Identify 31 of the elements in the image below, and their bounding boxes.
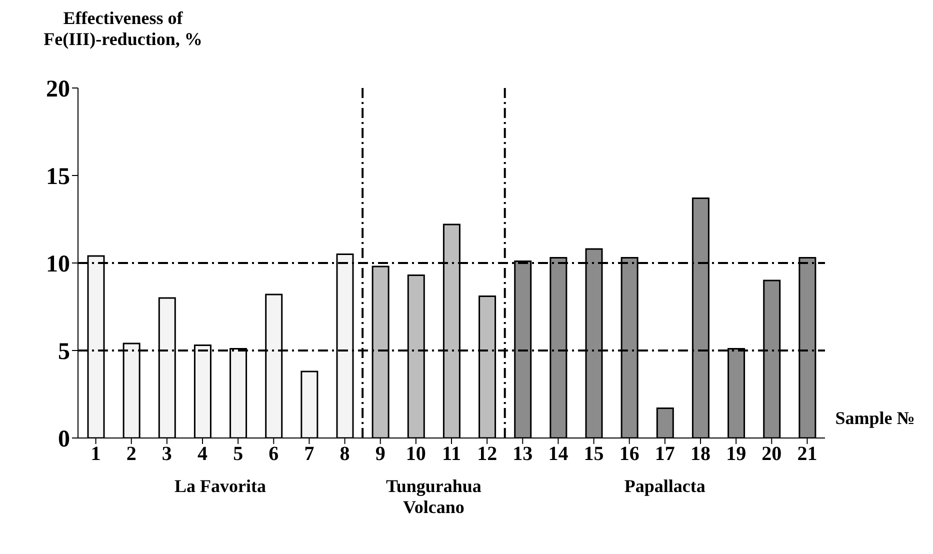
x-tick-label: 14 (548, 443, 568, 466)
x-tick-label: 15 (584, 443, 604, 466)
x-tick-label: 18 (690, 443, 710, 466)
y-tick-label: 20 (46, 76, 70, 103)
x-tick-label: 9 (375, 443, 386, 466)
y-tick-label: 10 (46, 252, 70, 278)
text: Papallacta (623, 476, 706, 497)
text: Tungurahua Volcano (385, 476, 482, 518)
x-tick-label: 12 (477, 443, 498, 466)
x-tick-label: 17 (654, 443, 675, 466)
x-tick-label: 1 (90, 443, 101, 466)
x-tick-label: 2 (126, 443, 136, 466)
x-tick-label: 21 (797, 443, 818, 466)
x-tick-label: 13 (512, 443, 533, 466)
x-tick-label: 6 (268, 443, 279, 466)
x-tick-label: 20 (762, 443, 782, 466)
x-tick-label: 4 (198, 443, 208, 466)
x-axis-title: Sample № (835, 408, 915, 429)
x-tick-label: 7 (304, 443, 314, 466)
x-tick-label: 16 (619, 443, 640, 466)
y-tick-label: 15 (46, 164, 70, 190)
x-tick-label: 5 (233, 443, 244, 466)
x-tick-label: 10 (406, 443, 426, 466)
x-tick-label: 19 (726, 443, 746, 466)
x-tick-label: 11 (442, 443, 461, 466)
y-tick-label: 5 (58, 339, 70, 366)
x-tick-label: 3 (162, 443, 172, 466)
text: La Favorita (174, 476, 268, 497)
x-tick-label: 8 (340, 443, 350, 466)
y-tick-label: 0 (58, 426, 70, 453)
y-axis-title: Effectiveness of Fe(III)-reduction, % (42, 8, 204, 50)
